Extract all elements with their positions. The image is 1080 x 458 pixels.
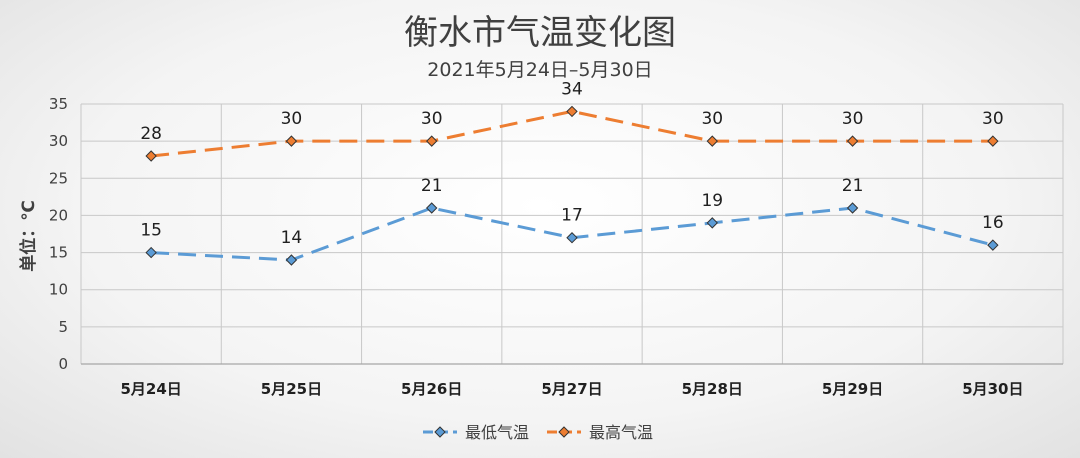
- data-label: 21: [842, 176, 864, 196]
- data-point: [706, 135, 718, 147]
- x-tick-label: 5月30日: [962, 380, 1023, 398]
- y-tick-label: 25: [49, 169, 68, 187]
- x-tick-label: 5月28日: [682, 380, 743, 398]
- data-label: 19: [701, 191, 723, 211]
- y-tick-label: 10: [49, 281, 68, 299]
- data-label: 30: [421, 109, 443, 129]
- y-tick-label: 20: [49, 206, 68, 224]
- y-tick-label: 15: [49, 244, 68, 262]
- data-point: [285, 254, 298, 266]
- series-layer: 15 14 21 17 19 21 16 28 30 30 34 30 30 30: [140, 79, 1004, 266]
- chart-subtitle: 2021年5月24日–5月30日: [427, 59, 652, 81]
- x-tick-label: 5月26日: [401, 380, 462, 398]
- x-tick-label: 5月27日: [541, 380, 602, 398]
- legend: 最低气温 最高气温: [423, 423, 653, 442]
- legend-entry-1: 最高气温: [589, 423, 653, 442]
- data-label: 17: [561, 206, 583, 226]
- y-tick-label: 5: [58, 318, 68, 336]
- data-label: 30: [842, 109, 864, 129]
- data-point: [987, 135, 999, 147]
- data-label: 30: [701, 109, 723, 129]
- data-label: 15: [140, 221, 162, 241]
- data-label: 30: [281, 109, 303, 129]
- data-point: [145, 150, 157, 162]
- y-axis-label: 单位：℃: [18, 200, 39, 272]
- x-tick-label: 5月24日: [120, 380, 181, 398]
- data-label: 21: [421, 176, 443, 196]
- x-tick-label: 5月25日: [261, 380, 322, 398]
- data-point: [426, 135, 438, 147]
- data-point: [846, 202, 859, 214]
- grid: [80, 103, 1064, 365]
- data-label: 16: [982, 213, 1004, 233]
- data-point: [987, 239, 999, 251]
- data-label: 28: [140, 124, 162, 144]
- data-point: [285, 135, 298, 147]
- y-tick-label: 30: [49, 132, 68, 150]
- series-line-1: [150, 109, 993, 158]
- data-label: 14: [281, 228, 303, 248]
- chart-title: 衡水市气温变化图: [404, 13, 676, 53]
- data-point: [846, 135, 859, 147]
- y-tick-label: 35: [49, 95, 68, 113]
- legend-marker-1: [558, 426, 570, 438]
- axes: 0 5 10 15 20 25 30 35 5月24日 5月25日 5月26日 5月27日 5月28日 5…: [49, 95, 1063, 398]
- legend-entry-0: 最低气温: [465, 423, 529, 442]
- data-point: [145, 246, 157, 259]
- data-point: [566, 105, 578, 118]
- data-point: [426, 202, 438, 214]
- data-label: 30: [982, 109, 1004, 129]
- x-tick-label: 5月29日: [822, 380, 883, 398]
- y-tick-label: 0: [58, 355, 68, 373]
- data-point: [706, 217, 718, 229]
- legend-marker-0: [434, 426, 446, 438]
- data-point: [566, 232, 578, 244]
- data-label: 34: [561, 79, 583, 99]
